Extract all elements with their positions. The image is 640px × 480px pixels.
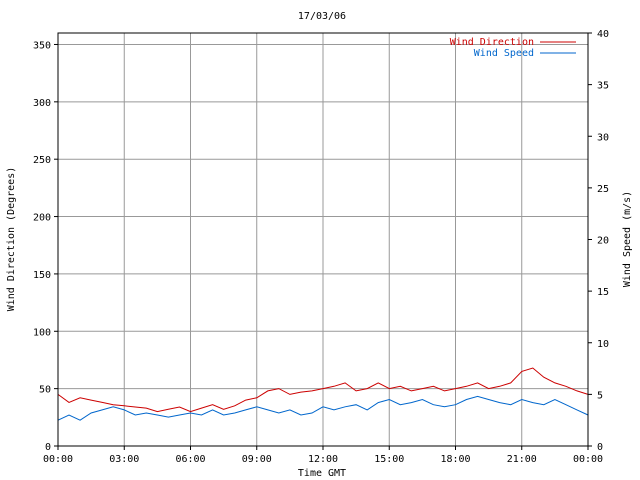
x-tick-label: 06:00 [175, 454, 205, 465]
series-line-wind-direction [57, 367, 589, 413]
y-left-tick-label: 100 [33, 327, 51, 338]
x-tick-label: 09:00 [242, 454, 272, 465]
x-tick-label: 12:00 [308, 454, 338, 465]
x-tick-label: 21:00 [507, 454, 537, 465]
y-axis-label-left: Wind Direction (Degrees) [6, 167, 17, 312]
x-tick-label: 15:00 [374, 454, 404, 465]
y-left-tick-label: 300 [33, 98, 51, 109]
x-axis-label: Time GMT [298, 468, 346, 479]
y-left-tick-label: 200 [33, 213, 51, 224]
legend-label-wind-direction: Wind Direction [450, 37, 534, 48]
y-left-tick-label: 250 [33, 155, 51, 166]
x-tick-label: 18:00 [440, 454, 470, 465]
y-left-tick-label: 50 [39, 385, 51, 396]
chart-title: 17/03/06 [298, 11, 346, 22]
y-axis-label-right: Wind Speed (m/s) [622, 191, 633, 287]
y-right-tick-label: 35 [597, 81, 609, 92]
legend-label-wind-speed: Wind Speed [474, 48, 534, 59]
series-line-wind-speed [57, 395, 589, 421]
y-right-tick-label: 15 [597, 287, 609, 298]
y-right-tick-label: 5 [597, 390, 603, 401]
tick-layer: 00:00 03:00 06:00 09:00 12:00 15:00 18:00 21:00… [33, 29, 609, 465]
y-left-tick-label: 350 [33, 40, 51, 51]
x-tick-label: 00:00 [43, 454, 73, 465]
grid-lines [58, 33, 588, 446]
x-tick-label: 00:00 [573, 454, 603, 465]
x-tick-label: 03:00 [109, 454, 139, 465]
y-right-tick-label: 20 [597, 236, 609, 247]
y-left-tick-label: 0 [45, 442, 51, 453]
y-right-tick-label: 0 [597, 442, 603, 453]
y-left-tick-label: 150 [33, 270, 51, 281]
y-right-tick-label: 25 [597, 184, 609, 195]
y-right-tick-label: 10 [597, 339, 609, 350]
y-right-tick-label: 40 [597, 29, 609, 40]
y-right-tick-label: 30 [597, 132, 609, 143]
series-layer [57, 367, 589, 421]
